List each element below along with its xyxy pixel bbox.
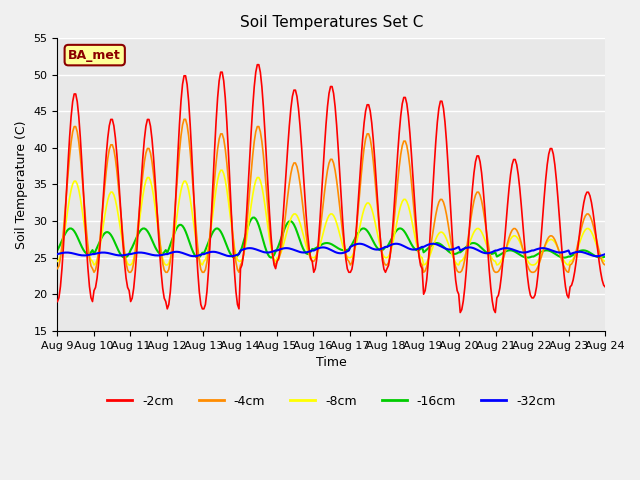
Text: BA_met: BA_met <box>68 48 121 61</box>
Y-axis label: Soil Temperature (C): Soil Temperature (C) <box>15 120 28 249</box>
X-axis label: Time: Time <box>316 356 347 369</box>
Title: Soil Temperatures Set C: Soil Temperatures Set C <box>239 15 423 30</box>
Legend: -2cm, -4cm, -8cm, -16cm, -32cm: -2cm, -4cm, -8cm, -16cm, -32cm <box>102 390 561 413</box>
